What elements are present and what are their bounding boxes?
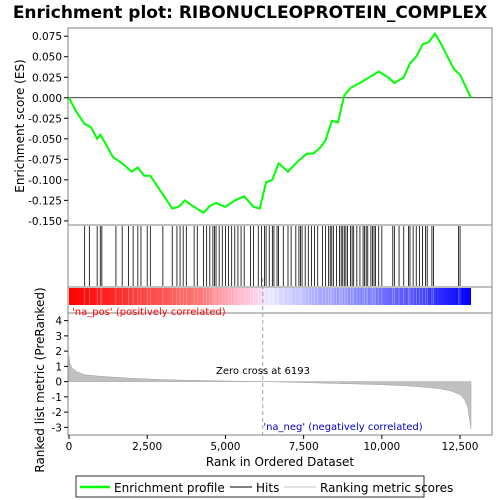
metric-y-tick-label: 1 bbox=[55, 361, 62, 373]
x-tick-label: 0 bbox=[66, 441, 73, 453]
es-y-axis: 0.075 0.050 0.025 0.000 -0.025 -0.050 -0.075 -0… bbox=[28, 31, 68, 228]
x-tick-label: 10,000 bbox=[363, 441, 400, 453]
metric-y-tick-label: -1 bbox=[52, 392, 62, 404]
es-y-axis-title: Enrichment score (ES) bbox=[13, 59, 27, 192]
legend-label-enrichment: Enrichment profile bbox=[114, 481, 225, 495]
metric-y-tick-label: 2 bbox=[55, 346, 62, 358]
es-y-tick-label: 0.050 bbox=[32, 52, 62, 64]
legend-label-hits: Hits bbox=[256, 481, 279, 495]
metric-y-axis: 4 3 2 1 0 -1 -2 -3 bbox=[52, 316, 68, 434]
metric-x-axis: 0 2,500 5,000 7,500 10,000 12,500 bbox=[66, 435, 479, 453]
legend: Enrichment profile Hits Ranking metric s… bbox=[75, 475, 453, 498]
colorbar-hit-lines bbox=[84, 288, 461, 305]
es-y-tick-label: -0.075 bbox=[28, 154, 62, 166]
metric-y-tick-label: -3 bbox=[52, 422, 62, 434]
na-neg-label: 'na_neg' (negatively correlated) bbox=[263, 422, 422, 433]
x-tick-label: 2,500 bbox=[132, 441, 162, 453]
na-pos-label: 'na_pos' (positively correlated) bbox=[72, 307, 226, 318]
metric-panel bbox=[67, 312, 493, 436]
metric-y-tick-label: 3 bbox=[55, 331, 62, 343]
x-tick-label: 5,000 bbox=[210, 441, 240, 453]
es-panel bbox=[67, 27, 493, 226]
metric-y-axis-title: Ranked list metric (PreRanked) bbox=[33, 287, 47, 472]
ranking-colorbar bbox=[69, 288, 471, 305]
enrichment-profile-line bbox=[68, 31, 472, 214]
es-y-tick-label: -0.125 bbox=[28, 195, 62, 207]
es-y-tick-label: -0.150 bbox=[28, 216, 62, 228]
es-y-tick-label: 0.075 bbox=[32, 31, 62, 43]
hits-group bbox=[84, 226, 461, 286]
es-y-tick-label: -0.025 bbox=[28, 113, 62, 125]
es-y-tick-label: 0.000 bbox=[32, 93, 62, 105]
x-tick-label: 12,500 bbox=[442, 441, 479, 453]
metric-y-tick-label: 0 bbox=[55, 377, 62, 389]
hits-panel bbox=[67, 224, 493, 288]
zero-cross-label: Zero cross at 6193 bbox=[216, 366, 310, 377]
x-axis-title: Rank in Ordered Dataset bbox=[206, 455, 354, 469]
x-tick-label: 7,500 bbox=[289, 441, 319, 453]
ranking-metric-area bbox=[68, 355, 472, 429]
legend-label-ranking: Ranking metric scores bbox=[320, 481, 453, 495]
metric-y-tick-label: -2 bbox=[52, 407, 62, 419]
es-y-tick-label: 0.025 bbox=[32, 72, 62, 84]
es-y-tick-label: -0.100 bbox=[28, 175, 62, 187]
metric-y-tick-label: 4 bbox=[55, 316, 62, 328]
chart-title: Enrichment plot: RIBONUCLEOPROTEIN_COMPL… bbox=[13, 3, 487, 23]
es-y-tick-label: -0.050 bbox=[28, 134, 62, 146]
